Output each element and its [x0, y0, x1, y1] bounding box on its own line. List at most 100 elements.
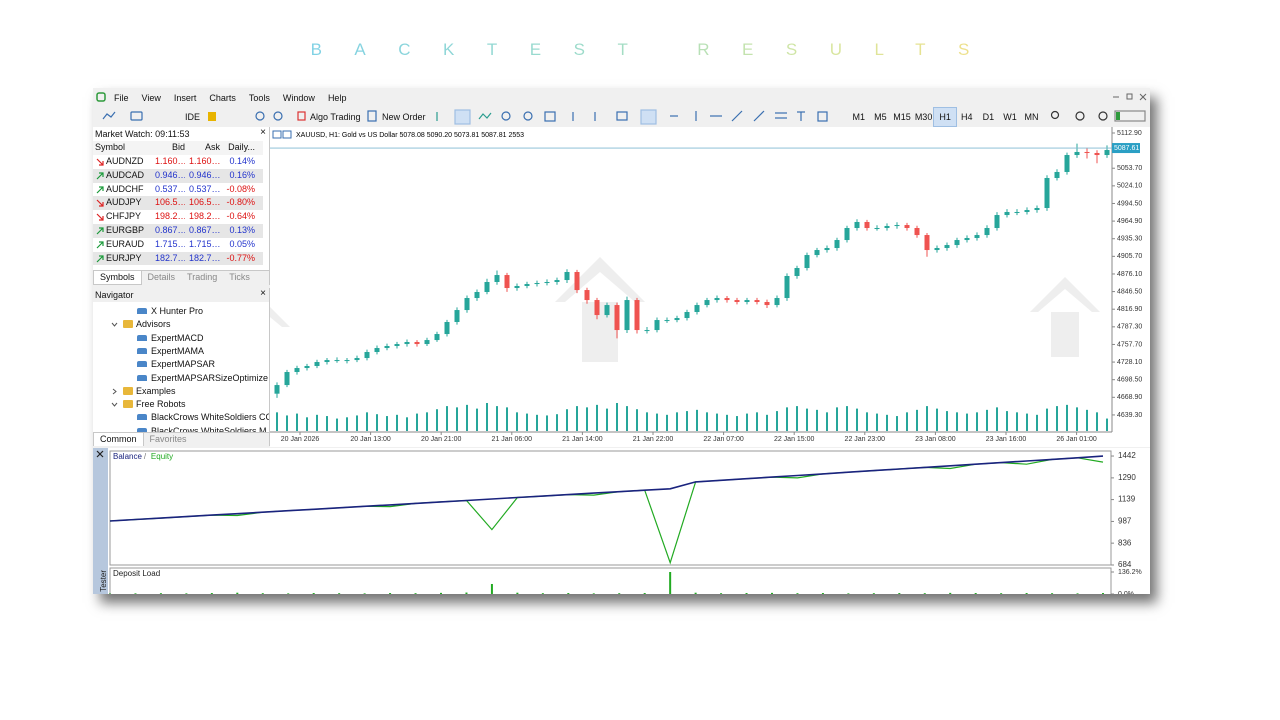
volume-bar — [386, 416, 388, 431]
deposit-bar — [592, 593, 595, 594]
folder-icon — [123, 320, 133, 329]
price-tick-label: 4964.90 — [1117, 218, 1142, 225]
folder-label[interactable]: Examples — [136, 385, 176, 396]
volume-bar — [1056, 406, 1058, 431]
trend-arrow — [96, 172, 104, 180]
symbol-row[interactable]: AUDNZD 1.160… 1.160… 0.14% — [93, 155, 263, 169]
candle-body — [904, 225, 910, 229]
candle-body — [1084, 151, 1090, 153]
expert-label[interactable]: ExpertMAMA — [151, 345, 205, 356]
tree-expander[interactable] — [111, 321, 118, 328]
volume-bar — [526, 413, 528, 431]
trend-arrow-shape — [96, 185, 104, 194]
candle-body — [464, 298, 470, 311]
menu-item[interactable]: Charts — [209, 93, 236, 103]
timeframe-button[interactable]: M15 — [893, 112, 911, 122]
title-text: BACKTEST RESULTS — [278, 40, 1002, 59]
candle-body — [1024, 210, 1030, 212]
strategy-tester: / Strategy Tester 1442 1290 1139 987 836 684 Ba… — [93, 448, 1150, 594]
candle-body — [494, 275, 500, 283]
expander-shape — [111, 322, 118, 328]
expert-label[interactable]: BlackCrows WhiteSoldiers M — [151, 425, 267, 436]
timeframe-button[interactable]: M1 — [852, 112, 866, 122]
candle-body — [964, 238, 970, 241]
timeframe-button[interactable]: MN — [1024, 112, 1039, 122]
algo-trading-button[interactable]: Algo Trading — [310, 112, 361, 122]
menu-item[interactable]: Window — [282, 93, 315, 103]
tab[interactable]: Symbols — [93, 271, 142, 285]
tab[interactable]: Ticks — [229, 272, 250, 282]
timeframe-button[interactable]: W1 — [1003, 112, 1017, 122]
tab[interactable]: Favorites — [149, 434, 187, 444]
balance-panel — [109, 450, 1112, 566]
menu-item[interactable]: View — [141, 93, 161, 103]
volume-bar — [1026, 413, 1028, 431]
tab[interactable]: Details — [147, 272, 176, 282]
volume-bar — [1006, 411, 1008, 431]
ide-button[interactable]: IDE — [185, 112, 201, 122]
tree-expander[interactable] — [111, 401, 118, 408]
expert-label[interactable]: ExpertMACD — [151, 332, 204, 343]
candle-body — [694, 305, 700, 313]
volume-bar — [316, 414, 318, 431]
volume-bar — [476, 408, 478, 431]
symbol-row[interactable]: AUDCAD 0.946… 0.946… 0.16% — [93, 168, 263, 183]
expert-label[interactable]: ExpertMAPSARSizeOptimize — [151, 372, 269, 383]
tab[interactable]: Trading — [187, 272, 218, 282]
timeframe-button[interactable]: D1 — [982, 112, 995, 122]
menu-item[interactable]: Help — [327, 93, 347, 103]
legend-separator: / — [144, 452, 147, 461]
folder-label[interactable]: Free Robots — [136, 399, 186, 410]
timeframe-button[interactable]: H4 — [961, 112, 973, 122]
deposit-bar — [1000, 593, 1003, 594]
symbol-row[interactable]: CHFJPY 198.2… 198.2… -0.64% — [93, 210, 263, 224]
deposit-bar — [1076, 593, 1079, 594]
deposit-bar — [974, 593, 977, 594]
tester-close[interactable] — [96, 450, 104, 458]
close-button[interactable]: × — [260, 288, 266, 299]
volume-bar — [296, 413, 298, 431]
volume-bar — [706, 412, 708, 431]
timeframe-button[interactable]: M5 — [874, 112, 887, 122]
timeframe-button[interactable]: M30 — [914, 112, 933, 122]
folder-label[interactable]: Advisors — [136, 319, 171, 330]
folder-icon — [123, 400, 133, 409]
deposit-bar — [821, 593, 824, 594]
menu-item[interactable]: Tools — [248, 93, 270, 103]
volume-bar — [496, 406, 498, 431]
deposit-bar — [669, 572, 672, 594]
expert-label[interactable]: ExpertMAPSAR — [151, 359, 216, 370]
volume-bar — [826, 412, 828, 431]
expert-label[interactable]: X Hunter Pro — [151, 306, 204, 316]
expert-icon — [137, 308, 147, 314]
watermarks — [270, 257, 1100, 362]
menu-item[interactable]: File — [114, 93, 129, 103]
tab[interactable]: Common — [93, 433, 144, 446]
folder-icon — [123, 386, 133, 395]
expert-label[interactable]: BlackCrows WhiteSoldiers CC — [151, 412, 270, 423]
candle-body — [574, 271, 580, 291]
volume-bar — [1106, 418, 1108, 431]
time-label: 26 Jan 01:00 — [1056, 436, 1097, 443]
time-label: 23 Jan 16:00 — [986, 436, 1027, 443]
new-order-button[interactable]: New Order — [382, 112, 426, 122]
timeframe-button[interactable]: H1 — [933, 107, 957, 127]
navigator-tabs: Common Favorites — [93, 432, 269, 446]
candle-body — [724, 298, 730, 301]
menu-item[interactable]: Insert — [173, 93, 197, 103]
deposit-bar — [898, 593, 901, 594]
candle-body — [444, 322, 450, 335]
close-button[interactable]: × — [260, 127, 266, 138]
symbol-row[interactable]: EURGBP 0.867… 0.867… 0.13% — [93, 224, 263, 238]
symbol-row[interactable]: EURJPY 182.7… 182.7… -0.77% — [93, 251, 263, 266]
symbol-row[interactable]: AUDCHF 0.537… 0.537… -0.08% — [93, 182, 263, 197]
balance-tick-label: 1442 — [1118, 451, 1136, 460]
candle-body — [634, 300, 640, 331]
symbol-row[interactable]: EURAUD 1.715… 1.715… 0.05% — [93, 237, 263, 252]
symbol-row[interactable]: AUDJPY 106.5… 106.5… -0.80% — [93, 196, 263, 211]
candle-body — [554, 280, 560, 283]
tree-expander[interactable] — [111, 388, 118, 395]
deposit-bar — [414, 593, 417, 594]
price-tick-label: 4639.30 — [1117, 412, 1142, 419]
